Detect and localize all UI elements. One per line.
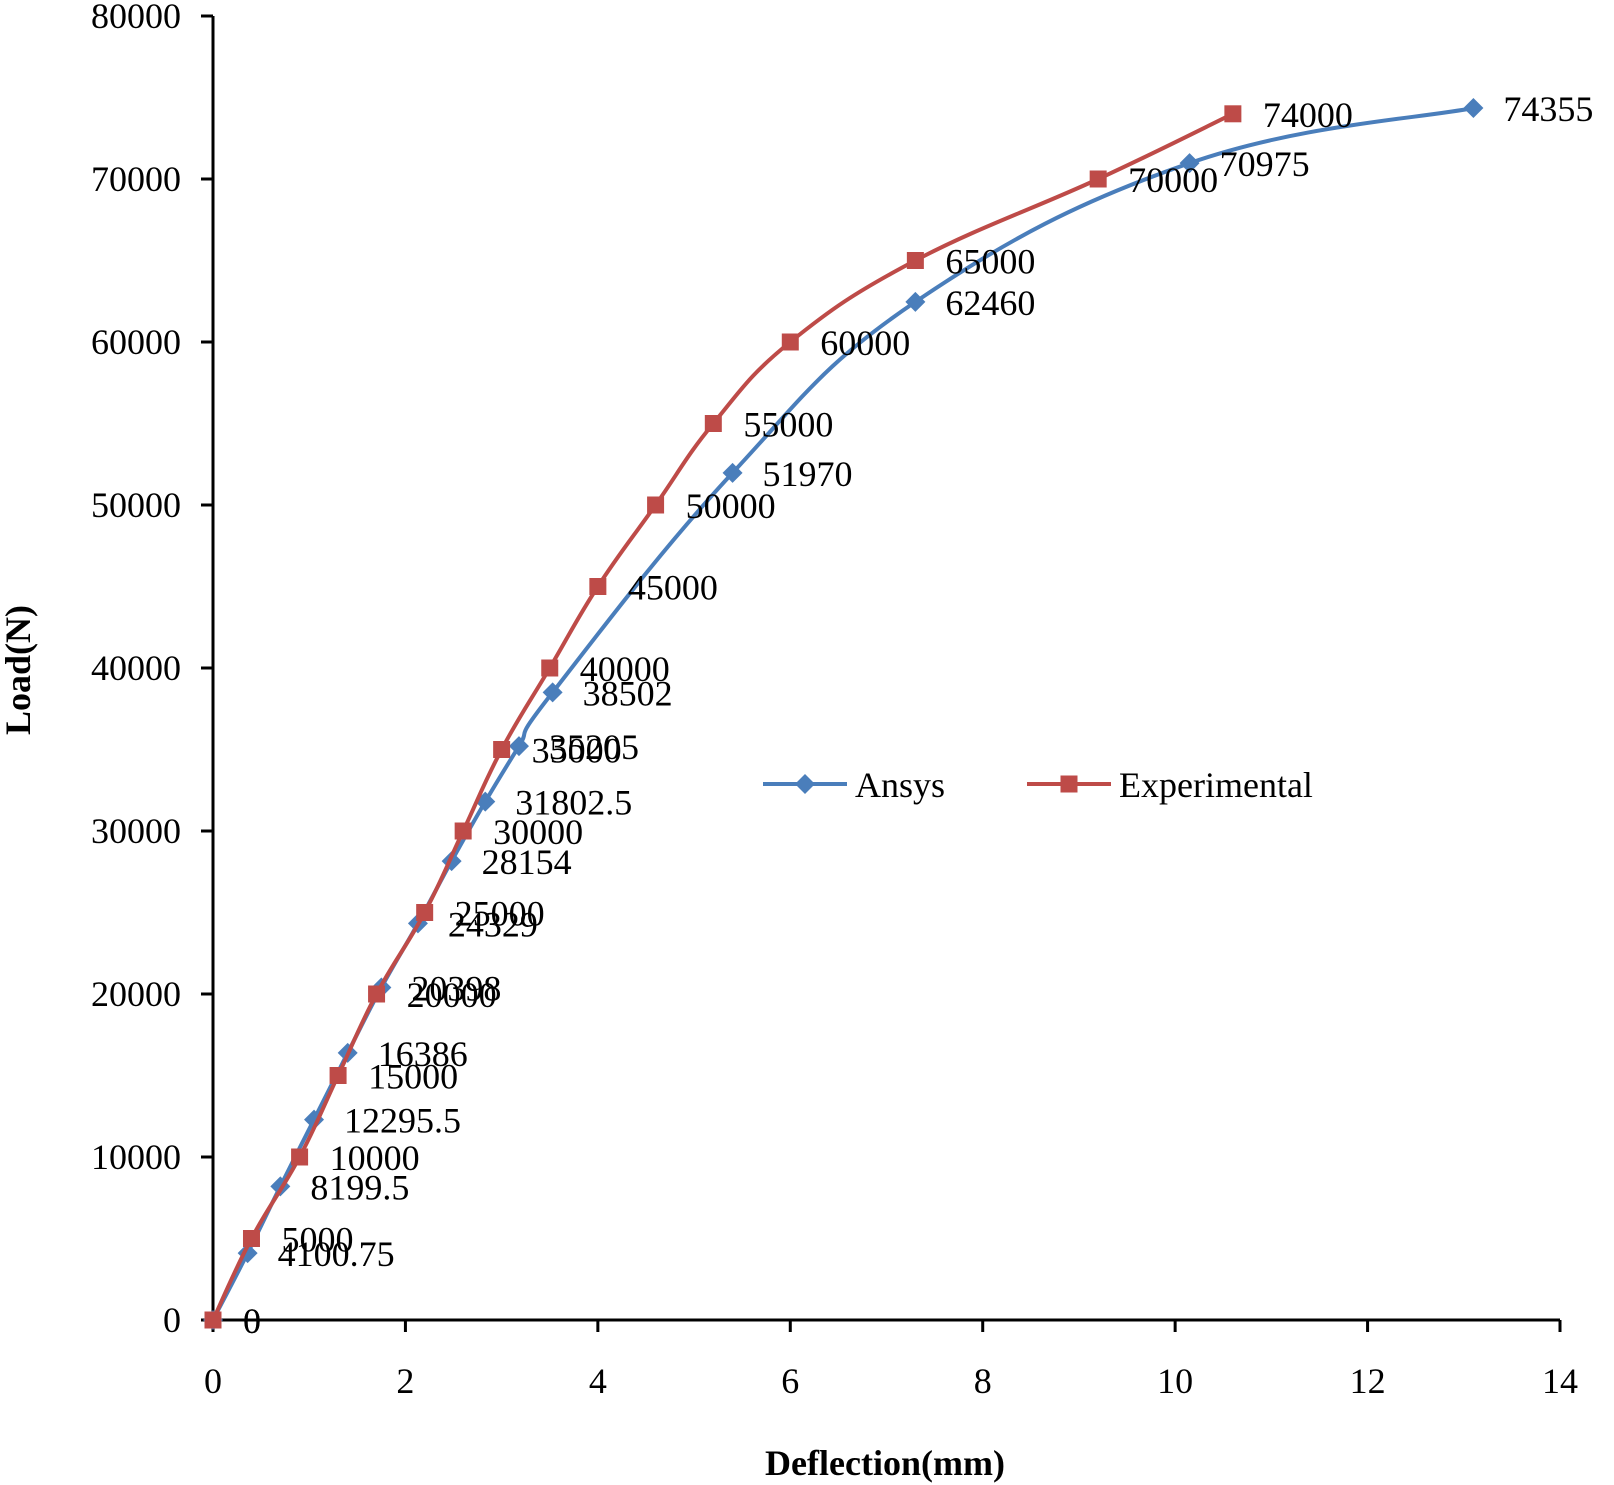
data-label-experimental: 70000 [1128, 160, 1218, 200]
data-label-ansys: 12295.5 [344, 1101, 461, 1141]
data-label-experimental: 10000 [330, 1138, 420, 1178]
x-tick-label: 2 [396, 1361, 414, 1401]
x-tick-label: 6 [781, 1361, 799, 1401]
data-point-ansys [905, 291, 926, 312]
x-tick-label: 0 [204, 1361, 222, 1401]
data-point-ansys [1179, 153, 1200, 174]
data-label-ansys: 8199.5 [310, 1167, 409, 1207]
legend-label: Ansys [855, 765, 945, 805]
data-point-experimental [454, 822, 472, 840]
data-label-experimental: 45000 [628, 568, 718, 608]
data-point-ansys [508, 736, 529, 757]
legend-item-ansys: Ansys [763, 765, 945, 805]
data-point-experimental [589, 578, 607, 595]
data-label-ansys: 16386 [378, 1034, 468, 1074]
data-label-experimental: 50000 [686, 486, 776, 526]
data-label-experimental: 35000 [532, 731, 622, 771]
data-labels: 0 4100.75 8199.5 12295.5 16386 20398 24329 2815… [243, 89, 1593, 1341]
legend-marker [795, 774, 815, 794]
data-point-experimental [368, 985, 386, 1003]
legend-marker [1060, 775, 1078, 793]
y-axis-title: Load(N) [0, 605, 38, 735]
axes [201, 14, 1562, 1332]
series-experimental [204, 105, 1242, 1329]
data-point-experimental [416, 904, 434, 921]
data-point-experimental [204, 1311, 222, 1329]
data-point-experimental [541, 659, 559, 677]
data-label-ansys: 31802.5 [515, 783, 632, 823]
y-tick-label: 60000 [91, 322, 181, 362]
data-label-ansys: 51970 [763, 454, 853, 494]
data-label-experimental: 25000 [455, 894, 545, 934]
data-point-experimental [242, 1230, 260, 1247]
x-tick-label: 10 [1157, 1361, 1193, 1401]
data-point-ansys [542, 682, 563, 703]
legend-item-experimental: Experimental [1027, 765, 1313, 805]
y-tick-label: 50000 [91, 485, 181, 525]
y-tick-label: 70000 [91, 159, 181, 199]
data-point-ansys [722, 462, 743, 483]
data-label-experimental: 15000 [368, 1057, 458, 1097]
x-tick-label: 4 [589, 1361, 607, 1401]
y-tick-label: 10000 [91, 1137, 181, 1177]
x-tick-label: 14 [1542, 1361, 1578, 1401]
data-label-ansys: 28154 [482, 842, 572, 882]
x-axis-title: Deflection(mm) [765, 1443, 1005, 1483]
data-label-experimental: 74000 [1263, 95, 1353, 135]
data-label-ansys: 74355 [1503, 89, 1593, 129]
y-tick-labels: 0 10000 20000 30000 40000 50000 60000 70000 8000… [91, 0, 181, 1340]
data-point-ansys [1463, 98, 1484, 119]
data-label-ansys: 20398 [411, 969, 501, 1009]
data-point-experimental [329, 1067, 347, 1084]
data-point-experimental [1089, 170, 1107, 188]
data-point-experimental [493, 741, 511, 758]
y-tick-label: 80000 [91, 0, 181, 36]
data-point-experimental [906, 252, 924, 269]
data-label-ansys: 4100.75 [278, 1234, 395, 1274]
series-layer [203, 98, 1484, 1330]
data-label-experimental: 5000 [281, 1220, 353, 1260]
data-point-experimental [1224, 105, 1242, 123]
data-label-ansys: 0 [243, 1301, 261, 1341]
data-label-ansys: 38502 [583, 673, 673, 713]
data-label-ansys: 62460 [945, 283, 1035, 323]
x-tick-labels: 0 2 4 6 8 10 12 14 [204, 1361, 1578, 1401]
y-tick-label: 40000 [91, 648, 181, 688]
data-label-experimental: 65000 [945, 242, 1035, 282]
data-label-experimental: 0 [243, 1301, 261, 1341]
data-label-experimental: 20000 [407, 975, 497, 1015]
y-tick-label: 30000 [91, 811, 181, 851]
data-point-experimental [291, 1148, 309, 1166]
data-point-experimental [704, 415, 722, 432]
data-label-ansys: 35205 [549, 727, 639, 767]
data-label-ansys: 24329 [448, 904, 538, 944]
y-tick-label: 0 [163, 1300, 181, 1340]
y-tick-label: 20000 [91, 974, 181, 1014]
data-label-experimental: 40000 [580, 649, 670, 689]
data-label-experimental: 30000 [493, 812, 583, 852]
x-tick-label: 8 [974, 1361, 992, 1401]
data-point-experimental [781, 333, 799, 351]
x-tick-label: 12 [1350, 1361, 1386, 1401]
legend: Ansys Experimental [763, 765, 1313, 805]
data-point-experimental [647, 496, 665, 514]
data-label-experimental: 55000 [743, 405, 833, 445]
legend-label: Experimental [1119, 765, 1313, 805]
data-label-experimental: 60000 [820, 323, 910, 363]
data-label-ansys: 70975 [1220, 144, 1310, 184]
